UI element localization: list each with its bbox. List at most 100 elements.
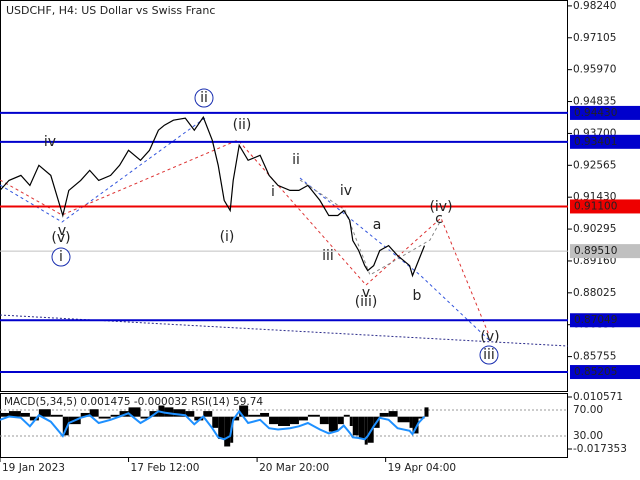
macd-bar <box>379 412 389 417</box>
wave-label: iv <box>340 183 352 199</box>
rsi-line <box>0 409 426 441</box>
macd-bar <box>352 416 359 436</box>
trend-line <box>0 314 569 347</box>
level-label: 0.94430 <box>574 107 617 119</box>
wave-line <box>299 177 490 341</box>
y-tick-label: 0.98240 <box>573 0 616 12</box>
wave-circle <box>479 345 499 365</box>
macd-bar <box>62 416 69 436</box>
level-box <box>570 199 640 214</box>
level-box <box>570 313 640 328</box>
wave-circle <box>51 247 71 267</box>
macd-bar <box>424 407 429 417</box>
macd-bar <box>364 416 368 445</box>
wave-label: c <box>435 211 443 227</box>
macd-bar <box>260 412 270 417</box>
macd-bar <box>388 411 398 417</box>
macd-bar <box>89 409 99 417</box>
macd-bar <box>337 416 344 425</box>
x-tick-label: 17 Feb 12:00 <box>131 462 200 474</box>
wave-label: ii <box>292 152 300 168</box>
macd-bar <box>0 412 9 417</box>
wave-label: ii <box>200 90 208 106</box>
macd-bar <box>173 409 186 417</box>
level-label: 0.93401 <box>574 136 617 148</box>
wave-label: (iv) <box>429 199 452 215</box>
macd-bar <box>20 412 30 417</box>
macd-bar <box>269 416 279 425</box>
chart-title: USDCHF, H4: US Dollar vs Swiss Franc <box>6 4 215 17</box>
macd-bar <box>239 405 249 417</box>
y-tick-label: 0.97105 <box>573 32 616 44</box>
y-tick-label: 0.92565 <box>573 159 616 171</box>
y-tick-label: 0.90295 <box>573 223 616 235</box>
macd-bar <box>29 416 39 421</box>
wave-label: a <box>373 217 382 233</box>
wave-line <box>0 139 490 336</box>
level-label: 0.85205 <box>574 366 617 378</box>
macd-bar <box>110 414 120 417</box>
macd-bar <box>185 411 195 417</box>
wave-circle <box>194 88 214 108</box>
main-frame <box>0 0 568 392</box>
macd-bar <box>397 416 410 423</box>
level-box <box>570 134 640 149</box>
macd-bar <box>203 411 213 417</box>
macd-bar <box>343 414 350 417</box>
macd-bar <box>233 416 240 421</box>
y-tick-label: 0.85755 <box>573 351 616 363</box>
wave-label: v <box>362 285 370 301</box>
current-price-label: 0.89510 <box>574 245 617 257</box>
wave-label: iv <box>44 134 56 150</box>
macd-bar <box>278 416 290 426</box>
price-line <box>0 115 426 278</box>
macd-bar <box>418 416 425 419</box>
wave-label: (v) <box>480 329 499 345</box>
wave-label: iii <box>483 347 495 363</box>
macd-bar <box>50 414 63 417</box>
macd-bar <box>38 409 51 417</box>
y2-tick-label: 70.00 <box>573 404 603 416</box>
y-tick-label: 0.010571 <box>573 391 623 403</box>
macd-bar <box>128 407 141 417</box>
macd-bar <box>8 411 21 417</box>
y-tick-label: 0.95970 <box>573 64 616 76</box>
y-tick-label: -0.017353 <box>573 443 627 455</box>
macd-bar <box>80 412 90 417</box>
wave-line <box>299 179 442 276</box>
level-label: 0.87049 <box>574 314 617 326</box>
macd-bar <box>98 416 111 419</box>
macd-bar <box>194 416 204 421</box>
x-tick-label: 20 Mar 20:00 <box>259 462 329 474</box>
level-box <box>570 365 640 380</box>
indicator-title: MACD(5,34,5) 0.001475 -0.000032 RSI(14) … <box>4 396 263 408</box>
macd-bar <box>412 416 419 434</box>
wave-label: i <box>59 249 63 265</box>
level-box <box>570 105 640 120</box>
macd-bar <box>298 416 308 421</box>
macd-bar <box>248 414 261 417</box>
macd-bar <box>289 416 299 425</box>
wave-label: i <box>271 184 275 200</box>
macd-bar <box>307 414 320 417</box>
y-tick-label: 0.94835 <box>573 96 616 108</box>
wave-label: (i) <box>220 229 235 245</box>
macd-bar <box>328 416 338 432</box>
x-tick-label: 19 Jan 2023 <box>2 462 65 474</box>
wave-label: (ii) <box>233 117 252 133</box>
macd-bar <box>349 416 353 426</box>
macd-bar <box>358 416 365 440</box>
wave-label: iii <box>322 248 334 264</box>
macd-bar <box>212 416 219 428</box>
macd-bar <box>164 407 174 417</box>
macd-bar <box>319 416 329 425</box>
wave-label: (iii) <box>355 294 378 310</box>
indicator-frame <box>0 393 568 458</box>
macd-bar <box>224 416 231 447</box>
macd-bar <box>409 416 413 428</box>
macd-bar <box>140 416 150 419</box>
wave-label: b <box>413 288 422 304</box>
wave-line <box>0 117 206 223</box>
y-tick-label: 0.88025 <box>573 287 616 299</box>
